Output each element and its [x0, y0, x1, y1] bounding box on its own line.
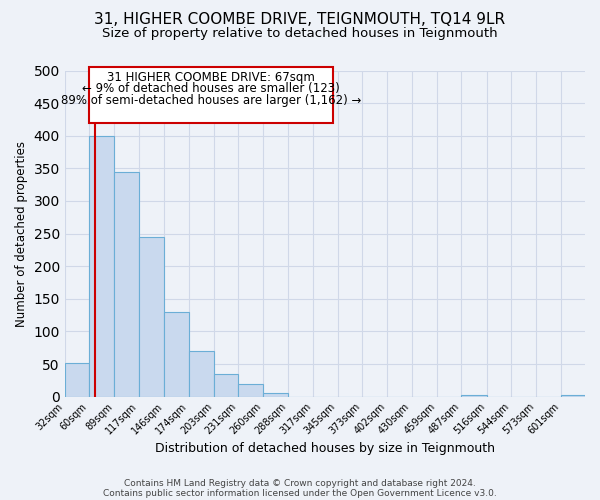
Bar [139, 237, 164, 396]
Text: Contains public sector information licensed under the Open Government Licence v3: Contains public sector information licen… [103, 488, 497, 498]
Bar [188, 351, 214, 397]
Text: 31, HIGHER COOMBE DRIVE, TEIGNMOUTH, TQ14 9LR: 31, HIGHER COOMBE DRIVE, TEIGNMOUTH, TQ1… [94, 12, 506, 28]
Bar [238, 384, 263, 396]
Text: Contains HM Land Registry data © Crown copyright and database right 2024.: Contains HM Land Registry data © Crown c… [124, 478, 476, 488]
Text: 31 HIGHER COOMBE DRIVE: 67sqm: 31 HIGHER COOMBE DRIVE: 67sqm [107, 70, 315, 84]
Bar [89, 136, 115, 396]
Bar [461, 394, 487, 396]
Bar [115, 172, 139, 396]
Bar [65, 362, 89, 396]
Text: ← 9% of detached houses are smaller (123): ← 9% of detached houses are smaller (123… [82, 82, 340, 96]
FancyBboxPatch shape [89, 67, 333, 122]
Text: 89% of semi-detached houses are larger (1,162) →: 89% of semi-detached houses are larger (… [61, 94, 361, 107]
Bar [164, 312, 188, 396]
Bar [263, 393, 288, 396]
Text: Size of property relative to detached houses in Teignmouth: Size of property relative to detached ho… [102, 28, 498, 40]
Y-axis label: Number of detached properties: Number of detached properties [15, 140, 28, 326]
Bar [560, 394, 585, 396]
Bar [214, 374, 238, 396]
X-axis label: Distribution of detached houses by size in Teignmouth: Distribution of detached houses by size … [155, 442, 495, 455]
